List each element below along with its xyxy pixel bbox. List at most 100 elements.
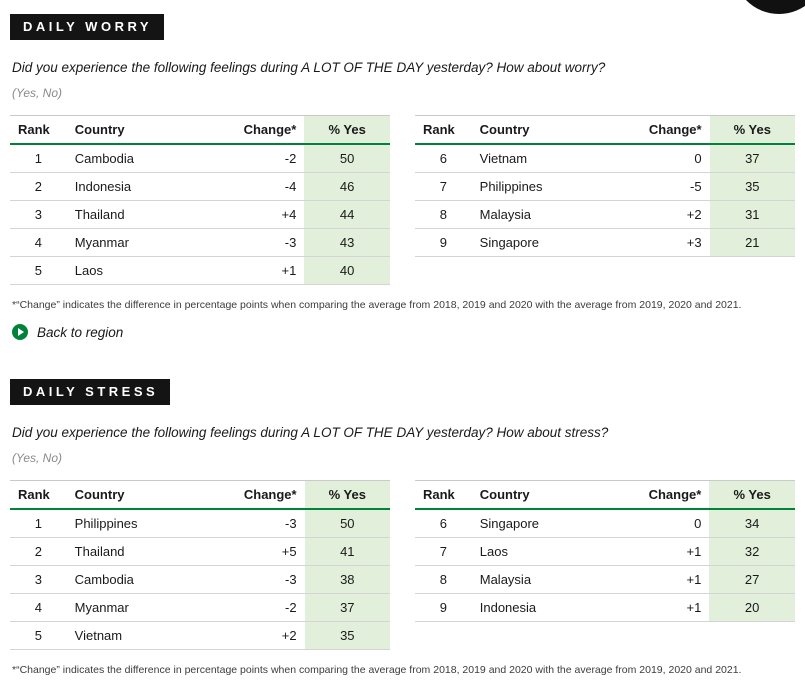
table-header-row: Rank Country Change* % Yes [415, 115, 795, 145]
table-row: 9 Singapore +3 21 [415, 228, 795, 257]
cell-yes: 27 [709, 565, 795, 594]
table-row: 2 Indonesia -4 46 [10, 172, 390, 201]
section-title-bar: DAILY WORRY [10, 14, 165, 40]
play-circle-icon [12, 324, 28, 340]
cell-rank: 4 [10, 228, 67, 257]
cell-country: Singapore [471, 228, 613, 257]
cell-yes: 32 [709, 537, 795, 566]
table-row: 9 Indonesia +1 20 [415, 593, 795, 622]
ranking-table-left: Rank Country Change* % Yes 1 Cambodia -2 50… [10, 115, 390, 285]
ranking-table-right: Rank Country Change* % Yes 6 Vietnam 0 37 7 P… [415, 115, 795, 257]
section-daily-worry: DAILY WORRY Did you experience the follo… [10, 14, 795, 345]
cell-rank: 5 [10, 256, 67, 285]
cell-rank: 1 [10, 509, 67, 538]
cell-yes: 44 [304, 200, 390, 229]
cell-change: +1 [611, 565, 710, 594]
cell-yes: 40 [304, 256, 390, 285]
table-row: 5 Vietnam +2 35 [10, 621, 390, 650]
col-header-country: Country [66, 480, 208, 510]
cell-change: +2 [612, 200, 710, 229]
cell-yes: 31 [709, 200, 795, 229]
section-daily-stress: DAILY STRESS Did you experience the foll… [10, 379, 795, 687]
cell-change: +4 [206, 200, 305, 229]
cell-yes: 46 [304, 172, 390, 201]
cell-rank: 8 [415, 200, 472, 229]
cell-country: Philippines [471, 172, 613, 201]
cell-yes: 35 [304, 621, 390, 650]
cell-country: Singapore [471, 509, 612, 538]
cell-country: Vietnam [66, 621, 208, 650]
cell-country: Philippines [66, 509, 208, 538]
cell-country: Vietnam [471, 144, 613, 173]
cell-yes: 20 [709, 593, 795, 622]
cell-yes: 21 [709, 228, 795, 257]
table-row: 8 Malaysia +2 31 [415, 200, 795, 229]
section-title: DAILY WORRY [23, 19, 153, 34]
cell-change: -3 [207, 565, 305, 594]
table-row: 2 Thailand +5 41 [10, 537, 390, 566]
table-row: 6 Vietnam 0 37 [415, 144, 795, 173]
answer-options-note: (Yes, No) [12, 451, 63, 465]
cell-change: +5 [207, 537, 305, 566]
col-header-country: Country [66, 115, 207, 145]
cell-country: Cambodia [66, 565, 208, 594]
change-definition-footnote: *“Change” indicates the difference in pe… [12, 299, 742, 311]
cell-country: Indonesia [66, 172, 207, 201]
cell-change: +1 [611, 593, 710, 622]
table-row: 3 Cambodia -3 38 [10, 565, 390, 594]
cell-rank: 1 [10, 144, 67, 173]
cell-rank: 7 [415, 172, 472, 201]
ranking-table-left: Rank Country Change* % Yes 1 Philippines -… [10, 480, 390, 650]
cell-change: +1 [611, 537, 710, 566]
cell-yes: 50 [304, 144, 390, 173]
col-header-change: Change* [206, 115, 305, 145]
cell-rank: 7 [415, 537, 472, 566]
cell-country: Thailand [66, 537, 208, 566]
cell-change: -4 [206, 172, 305, 201]
col-header-change: Change* [611, 480, 710, 510]
cell-change: +1 [206, 256, 305, 285]
col-header-change: Change* [207, 480, 305, 510]
cell-rank: 6 [415, 509, 472, 538]
section-title: DAILY STRESS [23, 384, 159, 399]
cell-yes: 43 [304, 228, 390, 257]
cell-country: Malaysia [471, 200, 613, 229]
cell-country: Indonesia [471, 593, 612, 622]
col-header-yes: % Yes [709, 115, 795, 145]
section-title-bar: DAILY STRESS [10, 379, 171, 405]
cell-rank: 6 [415, 144, 472, 173]
table-row: 1 Philippines -3 50 [10, 509, 390, 538]
cell-rank: 3 [10, 200, 67, 229]
cell-rank: 9 [415, 228, 472, 257]
cell-country: Laos [471, 537, 612, 566]
ranking-tables: Rank Country Change* % Yes 1 Cambodia -2 50… [10, 115, 795, 285]
table-row: 4 Myanmar -2 37 [10, 593, 390, 622]
cell-country: Myanmar [66, 228, 207, 257]
survey-question: Did you experience the following feeling… [12, 425, 609, 440]
table-row: 1 Cambodia -2 50 [10, 144, 390, 173]
cell-country: Thailand [66, 200, 207, 229]
ranking-table-right: Rank Country Change* % Yes 6 Singapore 0 34… [415, 480, 795, 622]
cell-yes: 41 [304, 537, 390, 566]
table-header-row: Rank Country Change* % Yes [10, 480, 390, 510]
col-header-yes: % Yes [709, 480, 795, 510]
cell-country: Myanmar [66, 593, 208, 622]
table-row: 6 Singapore 0 34 [415, 509, 795, 538]
cell-rank: 8 [415, 565, 472, 594]
back-to-region-link[interactable]: Back to region [12, 324, 123, 340]
col-header-change: Change* [612, 115, 710, 145]
cell-change: +3 [612, 228, 710, 257]
table-row: 7 Philippines -5 35 [415, 172, 795, 201]
table-header-row: Rank Country Change* % Yes [415, 480, 795, 510]
cell-country: Cambodia [66, 144, 207, 173]
col-header-yes: % Yes [304, 115, 390, 145]
cell-change: 0 [612, 144, 710, 173]
cell-change: +2 [207, 621, 305, 650]
ranking-tables: Rank Country Change* % Yes 1 Philippines -… [10, 480, 795, 650]
survey-question: Did you experience the following feeling… [12, 60, 606, 75]
change-definition-footnote: *“Change” indicates the difference in pe… [12, 664, 742, 676]
cell-rank: 9 [415, 593, 472, 622]
col-header-rank: Rank [10, 115, 67, 145]
cell-change: 0 [611, 509, 710, 538]
cell-change: -3 [207, 509, 305, 538]
